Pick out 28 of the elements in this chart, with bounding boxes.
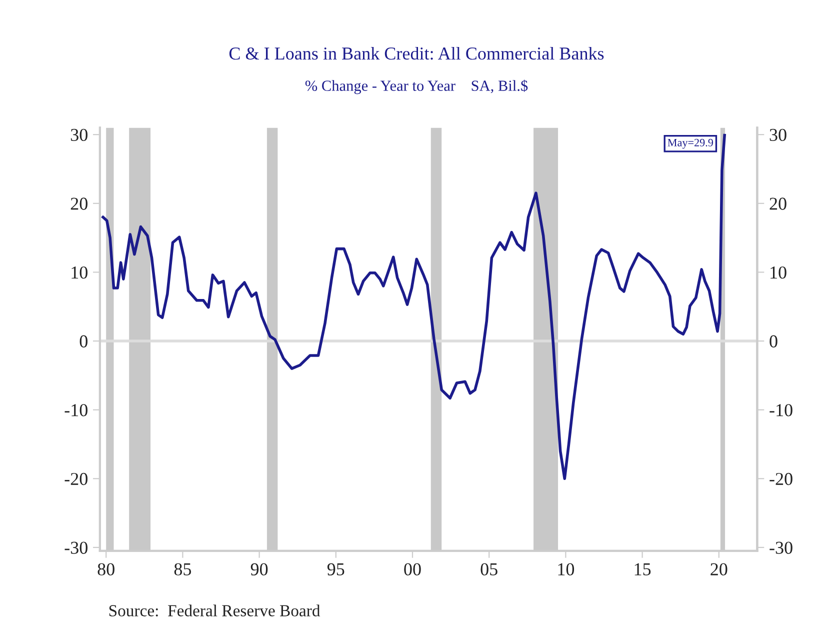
x-tick-label: 05 (480, 563, 498, 576)
x-tick-label: 85 (174, 563, 192, 576)
y-tick-label: 10 (72, 266, 88, 279)
x-tick-label: 80 (98, 563, 114, 576)
y-tick-label: 30 (70, 128, 88, 142)
x-tick-label: 95 (327, 563, 344, 576)
x-tick-label: 90 (250, 563, 268, 576)
y2-tick-label: -30 (770, 542, 792, 554)
annotation: May=29.9 (668, 138, 713, 149)
y-tick-label: -20 (64, 472, 88, 486)
chart-subtitle: % Change - Year to Year SA, Bil.$ (305, 80, 528, 94)
y2-tick-label: 10 (770, 266, 786, 279)
y2-tick-label: 20 (770, 198, 786, 210)
y2-tick-label: 0 (770, 335, 778, 348)
y-tick-label: 20 (70, 198, 88, 210)
y2-tick-label: 30 (770, 128, 786, 142)
y-tick-label: -10 (64, 404, 88, 416)
y-tick-label: 0 (80, 335, 88, 348)
y2-tick-label: -20 (770, 472, 792, 486)
source-note: Source: Federal Reserve Board (109, 604, 320, 616)
y-tick-label: -30 (64, 542, 88, 554)
x-tick-label: 00 (404, 563, 421, 576)
line-series (102, 134, 726, 480)
x-tick-label: 10 (558, 563, 574, 576)
x-tick-label: 15 (634, 563, 651, 576)
y2-tick-label: -10 (770, 404, 792, 416)
x-tick-label: 20 (710, 563, 728, 576)
chart-title: C & I Loans in Bank Credit: All Commercial Banks (229, 46, 604, 60)
